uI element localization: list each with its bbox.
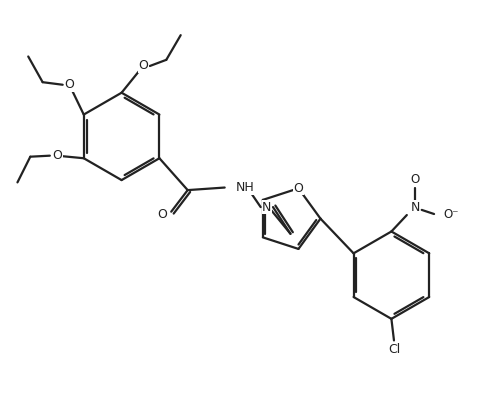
Text: Cl: Cl: [388, 343, 400, 356]
Text: O: O: [138, 59, 148, 72]
Text: O: O: [64, 78, 74, 91]
Text: NH: NH: [236, 181, 255, 194]
Text: N: N: [410, 201, 420, 214]
Text: O: O: [294, 182, 303, 195]
Text: O: O: [157, 208, 167, 221]
Text: O⁻: O⁻: [444, 207, 459, 220]
Text: N: N: [262, 200, 272, 213]
Text: O: O: [52, 149, 62, 162]
Text: O: O: [410, 173, 420, 186]
